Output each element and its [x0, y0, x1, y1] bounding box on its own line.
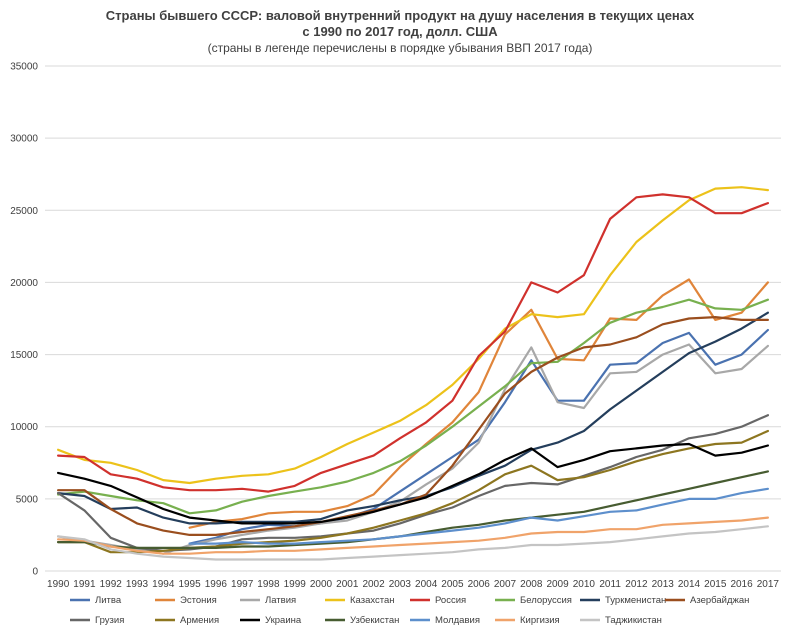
- legend: Литва Эстония Латвия Казахстан Россия Белорус…: [70, 595, 749, 626]
- y-tick-label: 5000: [16, 494, 39, 505]
- x-tick-label: 2016: [730, 579, 753, 590]
- legend-label: Белоруссия: [520, 595, 572, 606]
- x-tick-label: 2002: [362, 579, 385, 590]
- series-line-4: [57, 193, 769, 493]
- y-tick-label: 35000: [10, 62, 38, 73]
- legend-label: Армения: [180, 615, 219, 626]
- legend-label: Латвия: [265, 595, 296, 606]
- x-tick-label: 1995: [178, 579, 201, 590]
- legend-label: Узбекистан: [350, 615, 399, 626]
- series-line-0: [188, 328, 769, 545]
- x-tick-label: 1991: [73, 579, 96, 590]
- y-tick-label: 10000: [10, 422, 38, 433]
- legend-label: Киргизия: [520, 615, 560, 626]
- legend-label: Эстония: [180, 595, 217, 606]
- x-tick-label: 1992: [100, 579, 123, 590]
- legend-label: Литва: [95, 595, 122, 606]
- x-tick-label: 2004: [415, 579, 438, 590]
- y-axis-tick-labels: 0 5000 10000 15000 20000 25000 30000 35000: [10, 62, 38, 578]
- x-tick-label: 1997: [231, 579, 254, 590]
- x-tick-label: 1998: [257, 579, 280, 590]
- x-tick-label: 2005: [441, 579, 464, 590]
- x-tick-label: 1999: [284, 579, 307, 590]
- x-tick-label: 2017: [757, 579, 780, 590]
- legend-label: Таджикистан: [605, 615, 662, 626]
- x-tick-label: 2014: [678, 579, 701, 590]
- x-tick-label: 2013: [652, 579, 675, 590]
- series-lines: [57, 186, 769, 561]
- x-tick-label: 1994: [152, 579, 175, 590]
- chart-title-line-2: с 1990 по 2017 год, долл. США: [302, 24, 498, 39]
- legend-label: Туркменистан: [605, 595, 666, 606]
- legend-label: Казахстан: [350, 595, 395, 606]
- chart-subtitle: (страны в легенде перечислены в порядке …: [208, 41, 593, 55]
- y-tick-label: 20000: [10, 278, 38, 289]
- x-tick-label: 1990: [47, 579, 70, 590]
- y-tick-label: 15000: [10, 350, 38, 361]
- legend-label: Россия: [435, 595, 466, 606]
- series-line-6: [57, 311, 769, 525]
- series-line-10: [57, 442, 769, 525]
- series-line-14: [57, 525, 769, 561]
- series-line-3: [57, 186, 769, 485]
- x-tick-label: 2000: [310, 579, 333, 590]
- series-line-9: [57, 429, 769, 554]
- series-line-13: [57, 516, 769, 555]
- x-tick-label: 2007: [494, 579, 517, 590]
- x-tick-label: 2001: [336, 579, 359, 590]
- x-tick-label: 2010: [573, 579, 596, 590]
- x-tick-label: 2006: [468, 579, 491, 590]
- x-tick-label: 1993: [126, 579, 149, 590]
- series-line-5: [57, 298, 769, 515]
- x-tick-label: 2003: [389, 579, 412, 590]
- series-line-7: [57, 316, 769, 536]
- series-line-12: [188, 487, 769, 545]
- x-tick-label: 2009: [546, 579, 569, 590]
- legend-label: Украина: [265, 615, 302, 626]
- y-tick-label: 25000: [10, 206, 38, 217]
- x-tick-label: 2015: [704, 579, 727, 590]
- legend-label: Грузия: [95, 615, 124, 626]
- legend-label: Азербайджан: [690, 595, 749, 606]
- x-tick-label: 2008: [520, 579, 543, 590]
- x-tick-label: 2011: [599, 579, 621, 590]
- x-tick-label: 1996: [205, 579, 228, 590]
- series-line-1: [188, 278, 769, 529]
- x-tick-label: 2012: [625, 579, 648, 590]
- legend-label: Молдавия: [435, 615, 480, 626]
- y-tick-label: 0: [32, 567, 38, 578]
- y-tick-label: 30000: [10, 134, 38, 145]
- gridlines: [45, 65, 781, 572]
- chart-title-line-1: Страны бывшего СССР: валовой внутренний …: [106, 8, 695, 23]
- x-axis-tick-labels: 1990 1991 1992 1993 1994 1995 1996 1997 1998 1999…: [47, 579, 779, 590]
